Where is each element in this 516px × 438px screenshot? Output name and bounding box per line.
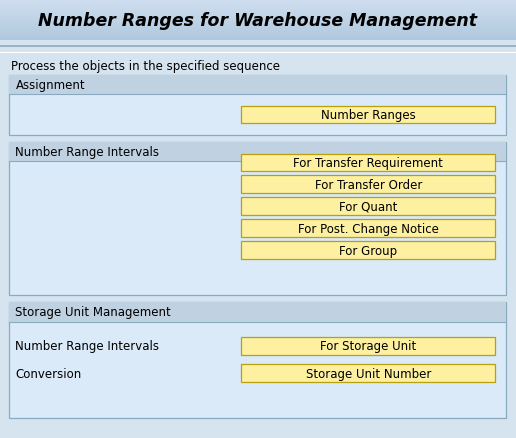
Bar: [0, 4, 516, 5]
Bar: [241, 106, 495, 124]
Bar: [0, 40, 516, 41]
Bar: [0, 37, 516, 38]
Text: Conversion: Conversion: [15, 367, 82, 380]
Text: For Storage Unit: For Storage Unit: [320, 339, 416, 353]
Bar: [0, 36, 516, 37]
Text: Process the objects in the specified sequence: Process the objects in the specified seq…: [11, 60, 280, 73]
Bar: [9, 142, 506, 162]
Bar: [0, 17, 516, 18]
Bar: [0, 32, 516, 33]
Bar: [241, 198, 495, 215]
Bar: [0, 23, 516, 24]
Bar: [0, 21, 516, 23]
Text: Assignment: Assignment: [15, 79, 85, 92]
Text: Number Range Intervals: Number Range Intervals: [15, 339, 159, 353]
Bar: [241, 337, 495, 355]
Bar: [0, 18, 516, 20]
Bar: [0, 25, 516, 26]
Bar: [9, 75, 506, 136]
Text: Storage Unit Number: Storage Unit Number: [306, 367, 431, 380]
Bar: [0, 0, 516, 1]
Text: For Quant: For Quant: [339, 200, 398, 213]
Bar: [241, 220, 495, 237]
Text: For Transfer Order: For Transfer Order: [315, 178, 422, 191]
Bar: [0, 3, 516, 4]
Bar: [241, 154, 495, 172]
Text: For Group: For Group: [340, 244, 397, 257]
Bar: [241, 176, 495, 194]
Bar: [0, 1, 516, 2]
Text: Number Ranges: Number Ranges: [321, 109, 416, 122]
Bar: [9, 302, 506, 418]
Bar: [0, 8, 516, 9]
Text: Number Range Intervals: Number Range Intervals: [15, 146, 159, 159]
Bar: [0, 33, 516, 34]
Bar: [0, 38, 516, 39]
Bar: [0, 20, 516, 21]
Bar: [0, 14, 516, 15]
Bar: [0, 39, 516, 40]
Bar: [0, 30, 516, 31]
Bar: [0, 29, 516, 30]
Text: For Post. Change Notice: For Post. Change Notice: [298, 222, 439, 235]
Bar: [0, 15, 516, 17]
Bar: [0, 6, 516, 7]
Bar: [0, 9, 516, 10]
Text: For Transfer Requirement: For Transfer Requirement: [294, 156, 443, 170]
Bar: [0, 12, 516, 14]
Bar: [0, 28, 516, 29]
Bar: [9, 75, 506, 95]
Bar: [0, 5, 516, 6]
Bar: [0, 31, 516, 32]
Text: Storage Unit Management: Storage Unit Management: [15, 306, 171, 318]
Bar: [0, 27, 516, 28]
Bar: [0, 2, 516, 3]
Bar: [0, 7, 516, 8]
Bar: [241, 364, 495, 382]
Bar: [9, 142, 506, 296]
Bar: [0, 24, 516, 25]
Bar: [0, 35, 516, 36]
Bar: [0, 11, 516, 12]
Bar: [9, 302, 506, 322]
Text: Number Ranges for Warehouse Management: Number Ranges for Warehouse Management: [39, 11, 477, 30]
Bar: [241, 242, 495, 259]
Bar: [0, 34, 516, 35]
Bar: [0, 26, 516, 27]
